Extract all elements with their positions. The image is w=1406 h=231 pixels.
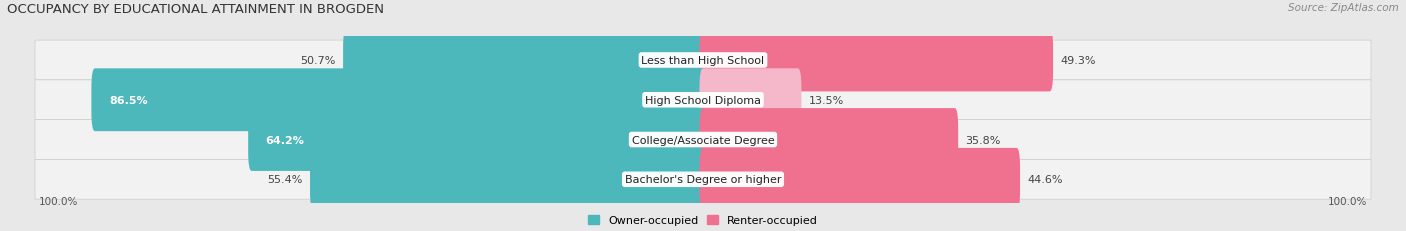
Text: 55.4%: 55.4% xyxy=(267,175,304,185)
Text: 100.0%: 100.0% xyxy=(1327,196,1367,206)
FancyBboxPatch shape xyxy=(700,69,801,132)
Text: 100.0%: 100.0% xyxy=(39,196,79,206)
Text: Source: ZipAtlas.com: Source: ZipAtlas.com xyxy=(1288,3,1399,13)
FancyBboxPatch shape xyxy=(91,69,707,132)
Text: 64.2%: 64.2% xyxy=(266,135,305,145)
Text: College/Associate Degree: College/Associate Degree xyxy=(631,135,775,145)
FancyBboxPatch shape xyxy=(700,148,1021,211)
Text: 86.5%: 86.5% xyxy=(110,95,148,105)
Text: High School Diploma: High School Diploma xyxy=(645,95,761,105)
FancyBboxPatch shape xyxy=(35,41,1371,81)
FancyBboxPatch shape xyxy=(247,109,707,171)
Legend: Owner-occupied, Renter-occupied: Owner-occupied, Renter-occupied xyxy=(588,215,818,225)
Text: 35.8%: 35.8% xyxy=(966,135,1001,145)
Text: 13.5%: 13.5% xyxy=(808,95,844,105)
FancyBboxPatch shape xyxy=(700,109,959,171)
FancyBboxPatch shape xyxy=(311,148,707,211)
FancyBboxPatch shape xyxy=(35,120,1371,160)
FancyBboxPatch shape xyxy=(343,29,707,92)
FancyBboxPatch shape xyxy=(700,29,1053,92)
Text: 50.7%: 50.7% xyxy=(301,56,336,66)
FancyBboxPatch shape xyxy=(35,81,1371,120)
Text: 49.3%: 49.3% xyxy=(1060,56,1095,66)
Text: Less than High School: Less than High School xyxy=(641,56,765,66)
Text: 44.6%: 44.6% xyxy=(1028,175,1063,185)
FancyBboxPatch shape xyxy=(35,160,1371,199)
Text: OCCUPANCY BY EDUCATIONAL ATTAINMENT IN BROGDEN: OCCUPANCY BY EDUCATIONAL ATTAINMENT IN B… xyxy=(7,3,384,16)
Text: Bachelor's Degree or higher: Bachelor's Degree or higher xyxy=(624,175,782,185)
